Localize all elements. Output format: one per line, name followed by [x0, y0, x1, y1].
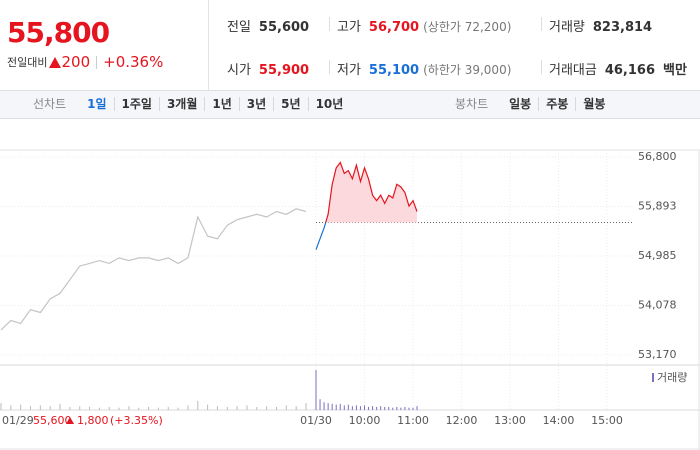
x-tick-label: 01/30 [300, 414, 332, 427]
y-tick-label: 53,170 [638, 348, 677, 361]
period-tab[interactable]: 10년 [307, 97, 351, 111]
candle-tabs: 봉차트 일봉 주봉 월봉 [448, 97, 612, 111]
volume-legend: 거래량 [657, 371, 687, 384]
divider [541, 17, 542, 31]
x-tick-label: 13:00 [494, 414, 526, 427]
divider [329, 17, 330, 31]
toolbar: 선차트 1일 1주일 3개월 1년 3년 5년 10년 봉차트 일봉 주봉 월봉 [0, 90, 700, 119]
prev-close: 55,600 [33, 414, 72, 427]
prev-change: 1,800 [77, 414, 109, 427]
stat-label: 전일 [227, 20, 251, 35]
period-tab[interactable]: 1일 [87, 97, 107, 111]
candle-tab[interactable]: 주봉 [538, 97, 575, 111]
prev-rate: (+3.35%) [110, 414, 163, 427]
price-panel: 55,800 전일대비 200 +0.36% [0, 0, 209, 90]
stat-note: (하한가 39,000) [423, 63, 512, 77]
x-tick-label: 01/29 [2, 414, 34, 427]
divider [96, 55, 98, 69]
candle-tab[interactable]: 일봉 [509, 97, 532, 111]
change-row: 전일대비 200 +0.36% [7, 53, 163, 71]
divider [329, 60, 330, 74]
y-tick-label: 55,893 [638, 199, 677, 212]
up-icon [66, 417, 74, 424]
area-fill [325, 162, 417, 223]
period-tab[interactable]: 5년 [273, 97, 307, 111]
x-tick-label: 10:00 [349, 414, 381, 427]
x-tick-label: 11:00 [397, 414, 429, 427]
x-tick-label: 12:00 [446, 414, 478, 427]
line-tabs: 선차트 1일 1주일 3개월 1년 3년 5년 10년 [26, 97, 350, 111]
current-price: 55,800 [7, 16, 110, 49]
chart: 56,800 55,893 54,985 54,078 53,170 01/29 01/30… [0, 149, 700, 450]
period-tab[interactable]: 3개월 [158, 97, 204, 111]
change-label: 전일대비 [7, 56, 48, 69]
stat-unit: 백만 [663, 63, 687, 78]
stat-value: 56,700 [368, 20, 420, 35]
stats-panel: 전일 55,600 고가 56,700 (상한가 72,200) 거래량 823,814 시가… [209, 0, 700, 90]
stat-note: (상한가 72,200) [423, 20, 512, 34]
stat: 고가 56,700 (상한가 72,200) [337, 16, 511, 35]
stat-label: 저가 [337, 63, 361, 78]
stat-label: 시가 [227, 63, 251, 78]
tab-group-label: 봉차트 [455, 97, 489, 111]
period-tab[interactable]: 1주일 [113, 97, 159, 111]
stat: 시가 55,900 [227, 59, 309, 78]
tab-group-label: 선차트 [33, 97, 67, 111]
y-tick-label: 56,800 [638, 150, 677, 163]
divider [541, 60, 542, 74]
legend-swatch [652, 373, 654, 382]
stat: 저가 55,100 (하한가 39,000) [337, 59, 511, 78]
stat-label: 거래량 [549, 20, 585, 35]
stat-value: 55,600 [258, 20, 310, 35]
period-tab[interactable]: 1년 [204, 97, 238, 111]
y-tick-label: 54,985 [638, 249, 677, 262]
price-line [325, 161, 418, 223]
up-icon [49, 56, 62, 68]
change-value: 200 [61, 53, 91, 71]
stat-value: 55,900 [258, 63, 310, 78]
x-tick-label: 14:00 [543, 414, 575, 427]
stat-label: 거래대금 [549, 63, 597, 78]
y-tick-label: 54,078 [638, 298, 677, 311]
price-line [0, 208, 307, 331]
change-rate: +0.36% [103, 53, 164, 71]
period-tab[interactable]: 3년 [238, 97, 273, 111]
stat: 거래대금 46,166 백만 [549, 59, 687, 78]
x-tick-label: 15:00 [591, 414, 623, 427]
stat-value: 55,100 [368, 63, 420, 78]
stat-value: 46,166 [604, 63, 656, 78]
stat-label: 고가 [337, 20, 361, 35]
stat-value: 823,814 [592, 20, 653, 35]
candle-tab[interactable]: 월봉 [575, 97, 612, 111]
stat: 거래량 823,814 [549, 16, 652, 35]
stat: 전일 55,600 [227, 16, 309, 35]
